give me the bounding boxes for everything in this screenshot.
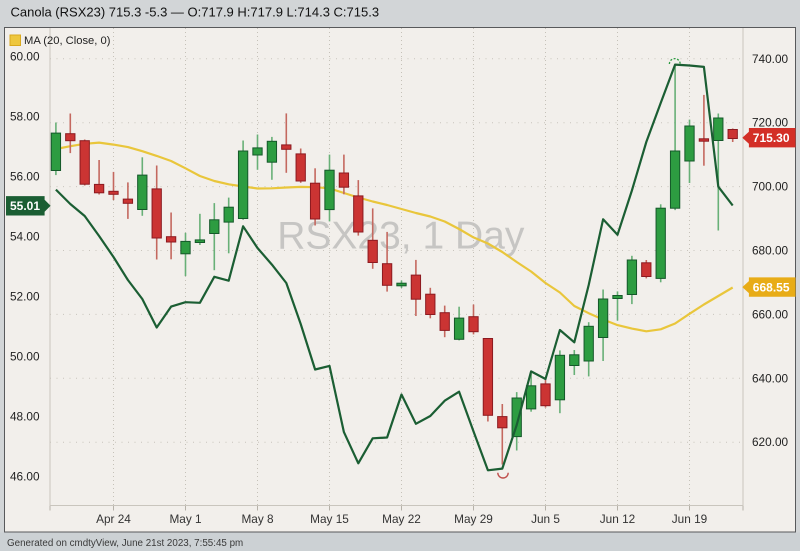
svg-text:680.00: 680.00 (752, 244, 789, 258)
svg-text:660.00: 660.00 (752, 307, 789, 321)
svg-text:56.00: 56.00 (10, 170, 40, 184)
svg-text:Jun 19: Jun 19 (672, 512, 707, 526)
svg-text:MA (20, Close, 0): MA (20, Close, 0) (24, 35, 111, 47)
svg-text:May 1: May 1 (169, 512, 201, 526)
svg-text:48.00: 48.00 (10, 410, 40, 424)
svg-text:Jun 5: Jun 5 (531, 512, 560, 526)
svg-text:55.01: 55.01 (10, 199, 40, 213)
svg-text:58.00: 58.00 (10, 110, 40, 124)
svg-text:Jun 12: Jun 12 (600, 512, 635, 526)
svg-text:46.00: 46.00 (10, 470, 40, 484)
svg-text:Apr 24: Apr 24 (96, 512, 131, 526)
svg-text:Generated on cmdtyView, June 2: Generated on cmdtyView, June 21st 2023, … (7, 538, 243, 549)
svg-text:54.00: 54.00 (10, 230, 40, 244)
svg-text:Canola (RSX23) 715.3 -5.3 — O:: Canola (RSX23) 715.3 -5.3 — O:717.9 H:71… (11, 5, 380, 20)
svg-text:60.00: 60.00 (10, 50, 40, 64)
svg-text:700.00: 700.00 (752, 180, 789, 194)
svg-text:740.00: 740.00 (752, 52, 789, 66)
svg-text:May 29: May 29 (454, 512, 493, 526)
svg-text:668.55: 668.55 (753, 280, 790, 294)
svg-text:May 15: May 15 (310, 512, 349, 526)
svg-text:50.00: 50.00 (10, 350, 40, 364)
svg-text:640.00: 640.00 (752, 371, 789, 385)
svg-text:715.30: 715.30 (753, 131, 790, 145)
svg-text:720.00: 720.00 (752, 116, 789, 130)
svg-text:620.00: 620.00 (752, 435, 789, 449)
svg-text:May 22: May 22 (382, 512, 421, 526)
svg-text:52.00: 52.00 (10, 290, 40, 304)
svg-text:May 8: May 8 (241, 512, 274, 526)
